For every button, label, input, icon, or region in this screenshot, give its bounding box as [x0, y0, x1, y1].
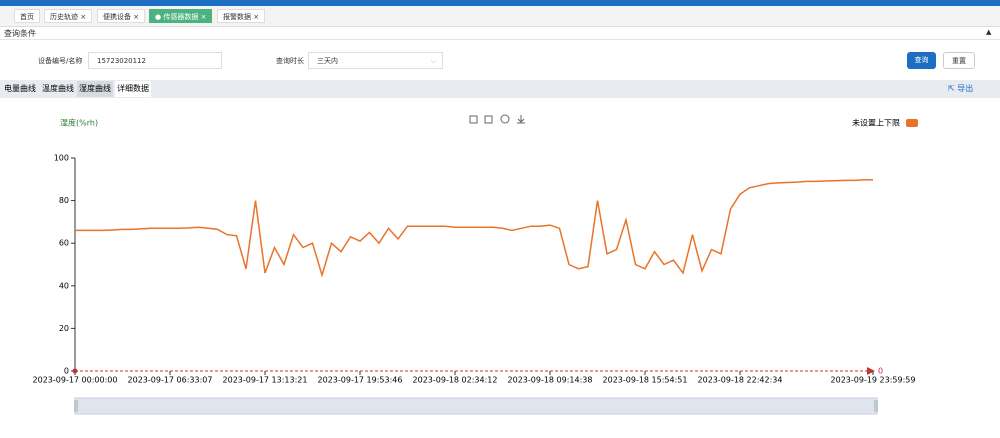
- tab[interactable]: 便携设备 ×: [97, 9, 146, 23]
- y-tick-label: 80: [59, 196, 69, 205]
- tab-label: 传感器数据: [163, 13, 199, 21]
- mark-line-label: 0: [878, 367, 883, 376]
- x-tick-label: 2023-09-19 23:59:59: [831, 376, 916, 385]
- reset-button[interactable]: 重置: [943, 52, 975, 69]
- x-tick-label: 2023-09-17 00:00:00: [33, 376, 118, 385]
- device-label: 设备编号/名称: [38, 57, 83, 65]
- export-label: 导出: [957, 84, 974, 93]
- tab[interactable]: 历史轨迹 ×: [44, 9, 93, 23]
- tab-label: 便携设备: [103, 13, 131, 21]
- y-tick-label: 0: [64, 367, 69, 376]
- sub-tab-bar: [0, 80, 1000, 98]
- sub-tab[interactable]: 电量曲线: [4, 84, 36, 93]
- x-tick-label: 2023-09-18 09:14:38: [508, 376, 593, 385]
- sub-tab[interactable]: 详细数据: [115, 81, 151, 97]
- x-tick-label: 2023-09-18 22:42:34: [698, 376, 783, 385]
- legend-swatch[interactable]: [906, 119, 918, 127]
- series-line: [75, 178, 874, 278]
- y-tick-label: 40: [59, 281, 69, 290]
- y-tick-label: 100: [54, 154, 69, 163]
- reset-label: 重置: [952, 57, 966, 65]
- tab[interactable]: 首页: [14, 9, 40, 23]
- tab[interactable]: 报警数据 ×: [217, 9, 266, 23]
- export-link[interactable]: ⇱ 导出: [948, 84, 974, 93]
- toolbox: [469, 114, 525, 124]
- sub-tab-active[interactable]: 湿度曲线: [77, 81, 113, 97]
- x-tick-label: 2023-09-17 06:33:07: [128, 376, 213, 385]
- tab-label: 首页: [20, 13, 34, 21]
- collapse-icon[interactable]: ▲: [986, 28, 992, 36]
- tab-label: 历史轨迹: [50, 13, 78, 21]
- x-tick-label: 2023-09-18 15:54:51: [603, 376, 688, 385]
- mark-line-start: [72, 368, 78, 374]
- panel-header: [0, 27, 1000, 40]
- duration-select[interactable]: 三天内 ⌵: [308, 52, 443, 69]
- device-value: 15723020112: [97, 57, 146, 65]
- search-button[interactable]: 查询: [907, 52, 936, 69]
- tab-label: 报警数据: [223, 13, 251, 21]
- x-tick-label: 2023-09-18 02:34:12: [413, 376, 498, 385]
- zoom-handle[interactable]: [874, 400, 878, 412]
- sub-tab[interactable]: 温度曲线: [42, 84, 74, 93]
- duration-value: 三天内: [317, 57, 338, 65]
- mark-line-arrow: [867, 367, 875, 375]
- duration-label: 查询时长: [276, 57, 304, 65]
- chart: 湿度(%rh) 未设置上下限 0 20 40 60 80 100 2023-09-17 00…: [33, 114, 918, 415]
- panel-title: 查询条件: [4, 29, 36, 38]
- y-axis-title: 湿度(%rh): [60, 118, 98, 128]
- tab-active[interactable]: ● 传感器数据 ×: [149, 9, 213, 23]
- device-input[interactable]: 15723020112: [88, 52, 222, 69]
- data-zoom-slider[interactable]: [74, 397, 878, 415]
- search-label: 查询: [914, 56, 929, 64]
- y-tick-label: 60: [59, 239, 69, 248]
- x-tick-label: 2023-09-17 19:53:46: [318, 376, 403, 385]
- x-tick-label: 2023-09-17 13:13:21: [223, 376, 308, 385]
- zoom-handle[interactable]: [74, 400, 78, 412]
- legend-label[interactable]: 未设置上下限: [852, 118, 900, 128]
- top-bar: [0, 0, 1000, 6]
- y-tick-label: 20: [59, 324, 69, 333]
